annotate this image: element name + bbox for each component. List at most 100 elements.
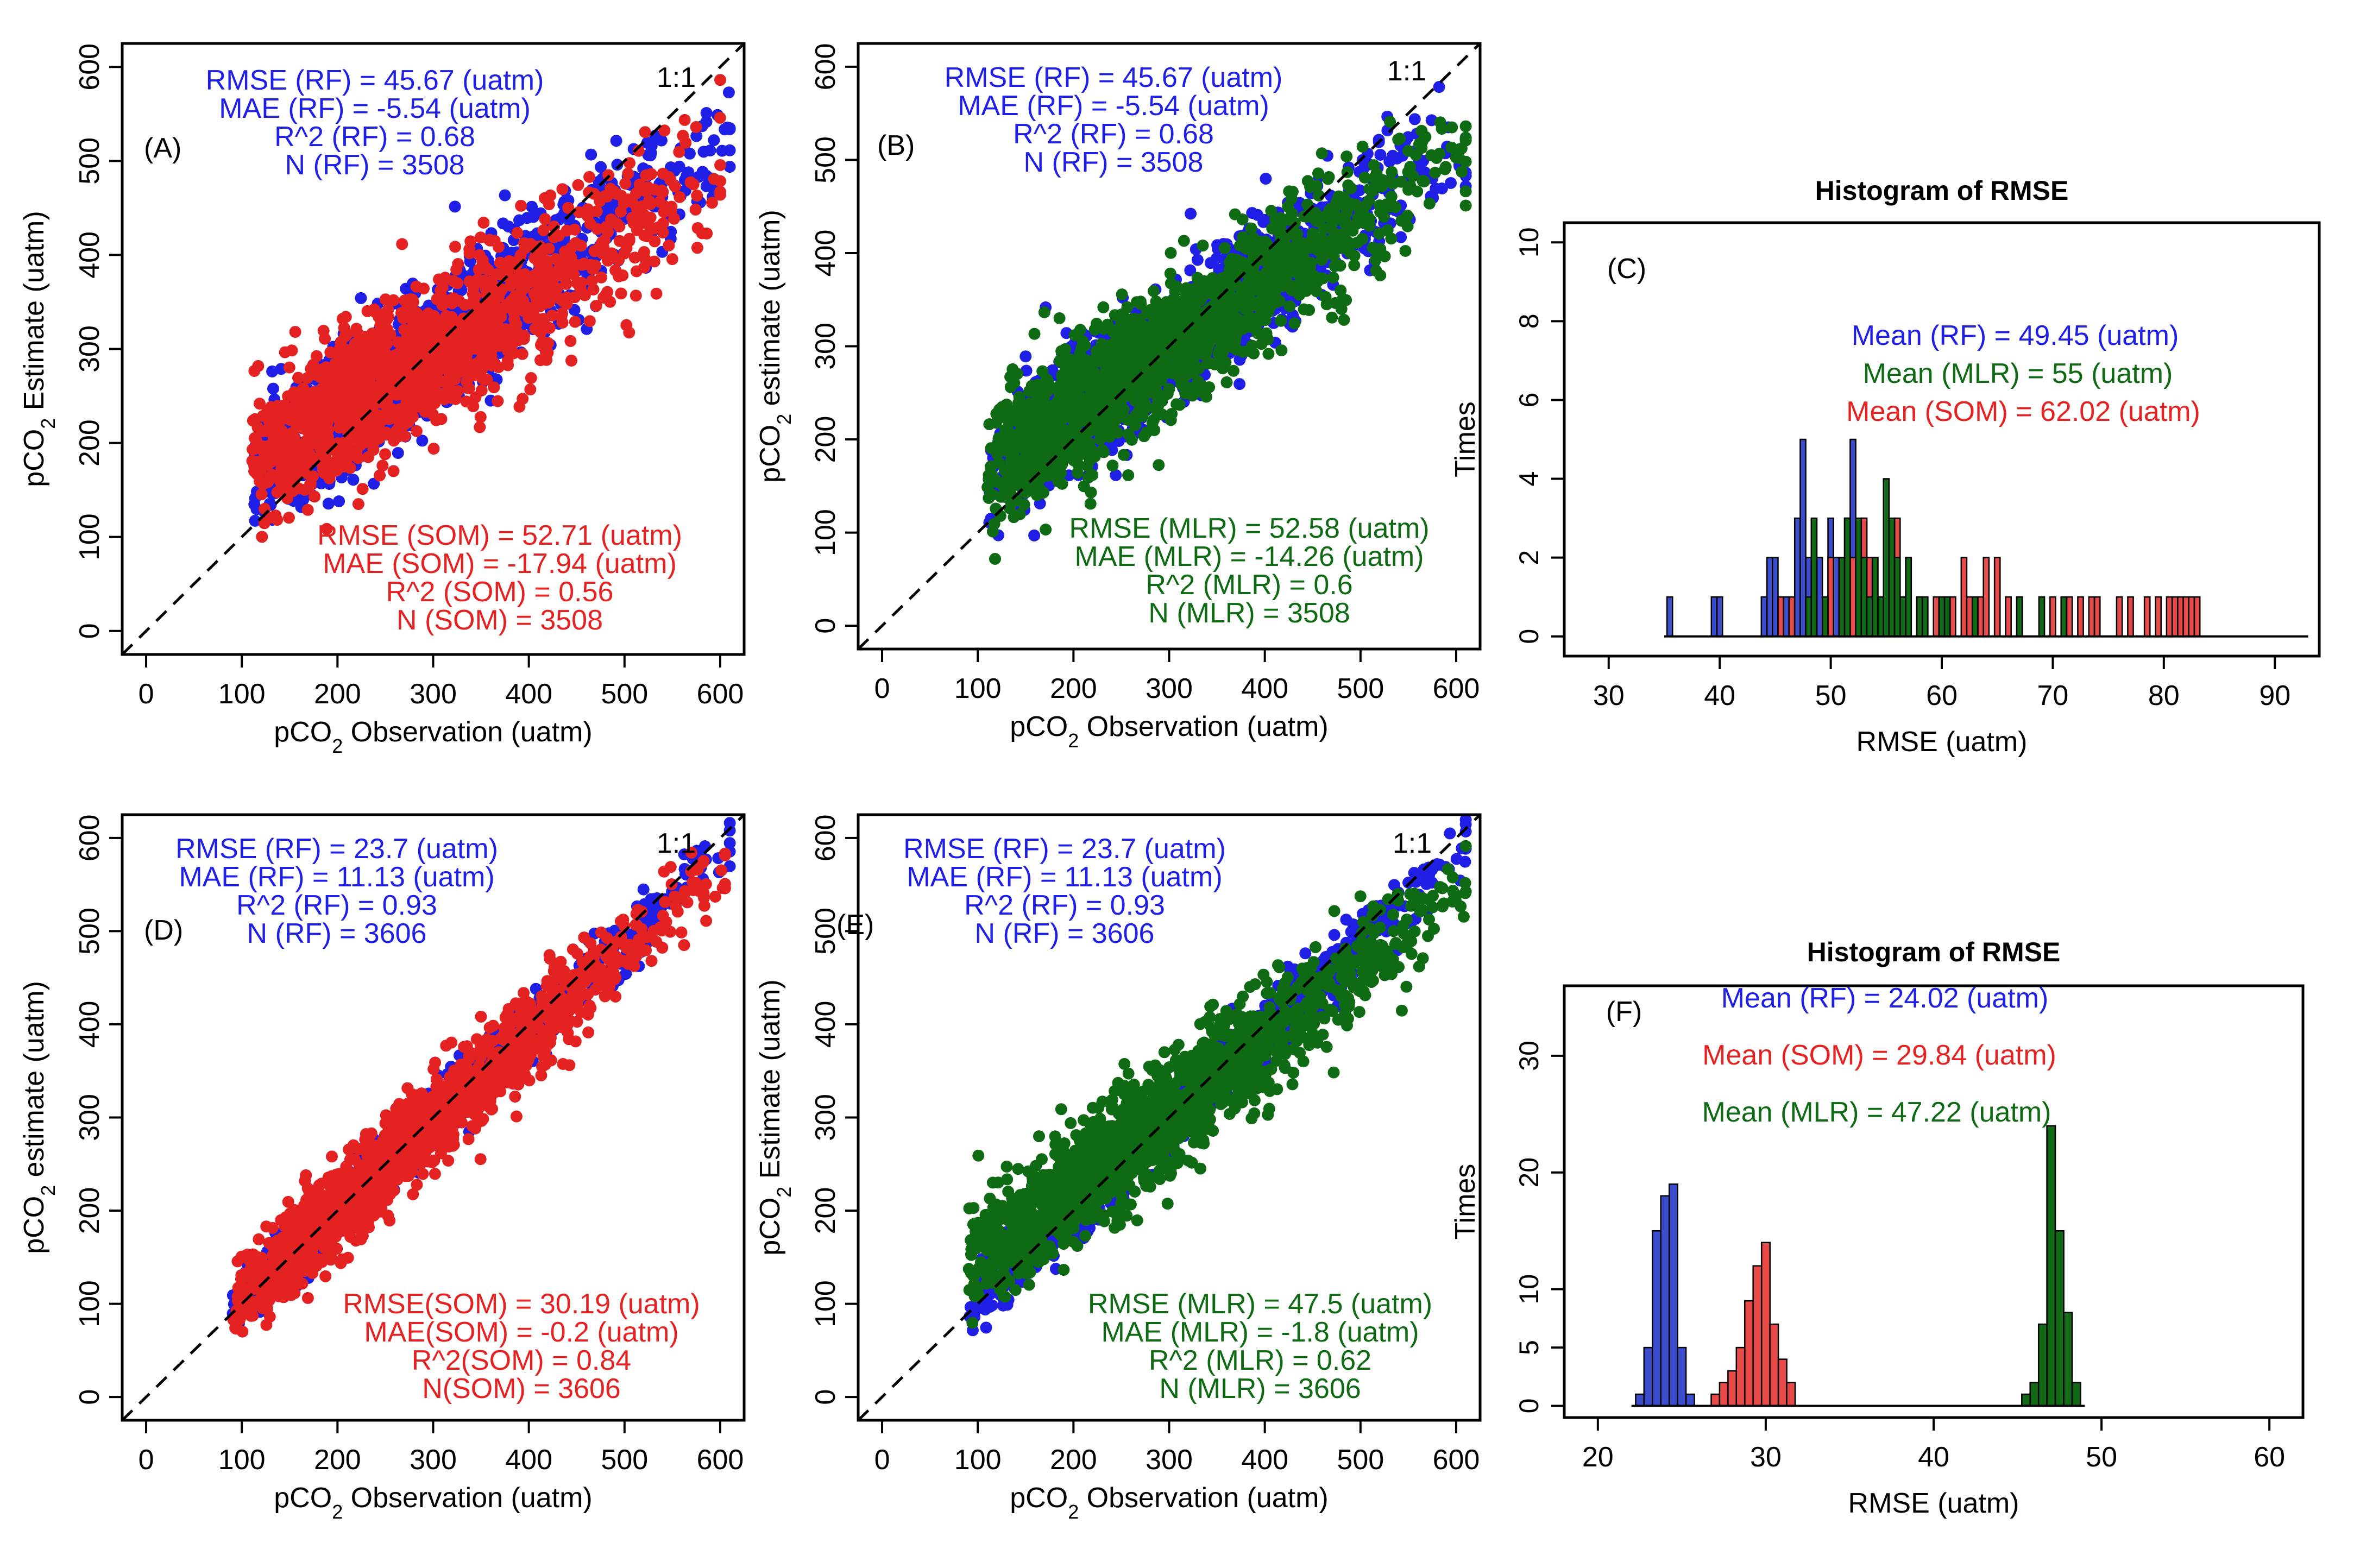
- scatter-point-som: [357, 351, 369, 363]
- scatter-point-som: [556, 317, 569, 329]
- scatter-point-som: [429, 397, 441, 410]
- scatter-point-som: [519, 242, 531, 255]
- x-tick-label: 200: [314, 678, 361, 710]
- scatter-point-rf: [690, 130, 703, 142]
- scatter-point-som: [690, 121, 702, 133]
- scatter-point-rf: [595, 161, 607, 173]
- scatter-point-mlr: [1073, 357, 1086, 369]
- scatter-point-mlr: [1005, 497, 1017, 509]
- scatter-point-som: [536, 336, 549, 349]
- scatter-points: [981, 81, 1472, 565]
- scatter-point-mlr: [1006, 462, 1019, 475]
- scatter-point-som: [456, 346, 469, 358]
- scatter-point-som: [505, 331, 517, 344]
- scatter-point-mlr: [989, 553, 1001, 565]
- scatter-point-som: [433, 273, 445, 286]
- stats-bottom-line: R^2 (SOM) = 0.56: [386, 576, 614, 608]
- scatter-point-mlr: [1320, 298, 1333, 311]
- scatter-point-som: [613, 270, 625, 282]
- scatter-point-som: [281, 484, 293, 496]
- scatter-point-mlr: [1327, 249, 1340, 262]
- scatter-point-som: [543, 322, 556, 334]
- scatter-point-som: [602, 226, 614, 238]
- scatter-point-mlr: [1266, 222, 1279, 235]
- scatter-point-som: [569, 223, 581, 236]
- scatter-point-mlr: [1245, 222, 1257, 235]
- scatter-point-som: [714, 175, 726, 187]
- scatter-point-som: [623, 232, 635, 245]
- scatter-point-som: [619, 178, 632, 190]
- scatter-point-mlr: [1298, 303, 1310, 316]
- scatter-point-rf: [266, 365, 279, 377]
- scatter-point-mlr: [1288, 317, 1301, 330]
- scatter-point-som: [394, 377, 407, 389]
- scatter-point-mlr: [1386, 166, 1398, 178]
- scatter-point-som: [515, 297, 527, 309]
- scatter-point-som: [503, 255, 515, 267]
- scatter-point-mlr: [1013, 391, 1025, 404]
- scatter-point-mlr: [1456, 166, 1468, 178]
- scatter-point-mlr: [1236, 213, 1249, 225]
- scatter-point-mlr: [1291, 228, 1304, 240]
- scatter-point-som: [376, 414, 389, 426]
- scatter-point-rf: [655, 134, 668, 147]
- scatter-point-rf: [347, 474, 360, 486]
- scatter-point-som: [565, 355, 577, 367]
- scatter-point-som: [546, 310, 558, 322]
- scatter-point-som: [691, 242, 703, 254]
- scatter-point-som: [457, 356, 469, 369]
- scatter-point-mlr: [1358, 172, 1371, 184]
- scatter-point-som: [691, 190, 703, 202]
- scatter-point-som: [382, 311, 395, 323]
- scatter-point-som: [474, 411, 487, 423]
- scatter-point-som: [329, 357, 342, 370]
- scatter-point-som: [583, 171, 595, 183]
- scatter-point-rf: [704, 144, 716, 157]
- scatter-point-mlr: [1204, 357, 1216, 369]
- scatter-point-rf: [267, 382, 279, 395]
- scatter-point-som: [410, 363, 422, 375]
- scatter-point-som: [286, 344, 298, 357]
- scatter-point-mlr: [1433, 147, 1446, 160]
- scatter-point-som: [626, 212, 638, 224]
- scatter-point-som: [615, 287, 627, 300]
- scatter-point-rf: [1356, 154, 1369, 166]
- scatter-point-som: [583, 315, 596, 328]
- scatter-point-mlr: [1404, 161, 1417, 173]
- scatter-point-som: [339, 311, 352, 323]
- scatter-point-rf: [700, 116, 713, 128]
- scatter-point-rf: [1395, 231, 1407, 243]
- scatter-point-som: [640, 185, 652, 198]
- scatter-point-som: [628, 251, 641, 264]
- scatter-point-rf: [449, 200, 461, 213]
- scatter-point-mlr: [1370, 265, 1382, 277]
- scatter-point-som: [644, 198, 657, 210]
- scatter-point-som: [506, 300, 518, 313]
- scatter-point-rf: [723, 123, 736, 135]
- scatter-point-som: [435, 317, 447, 330]
- scatter-point-mlr: [990, 417, 1003, 429]
- scatter-point-som: [336, 413, 348, 426]
- scatter-point-rf: [722, 86, 735, 99]
- scatter-point-som: [595, 271, 607, 284]
- stats-bottom-line: MAE (SOM) = -17.94 (uatm): [323, 548, 677, 580]
- scatter-point-som: [350, 323, 363, 335]
- scatter-point-som: [292, 391, 305, 403]
- scatter-point-rf: [645, 140, 658, 152]
- scatter-point-rf: [392, 447, 404, 459]
- y-tick-label: 300: [74, 325, 105, 373]
- y-tick-label: 200: [74, 419, 105, 467]
- scatter-point-mlr: [1022, 440, 1034, 452]
- scatter-point-mlr: [1275, 314, 1287, 327]
- scatter-point-som: [610, 187, 622, 200]
- scatter-point-rf: [1020, 364, 1033, 377]
- scatter-point-rf: [1234, 378, 1246, 391]
- scatter-point-mlr: [1459, 185, 1472, 198]
- scatter-point-mlr: [1459, 131, 1472, 144]
- scatter-point-som: [361, 375, 374, 387]
- scatter-point-som: [576, 259, 588, 271]
- scatter-point-som: [330, 464, 343, 477]
- scatter-point-som: [480, 282, 492, 295]
- stats-bottom-line: N (SOM) = 3508: [397, 604, 603, 636]
